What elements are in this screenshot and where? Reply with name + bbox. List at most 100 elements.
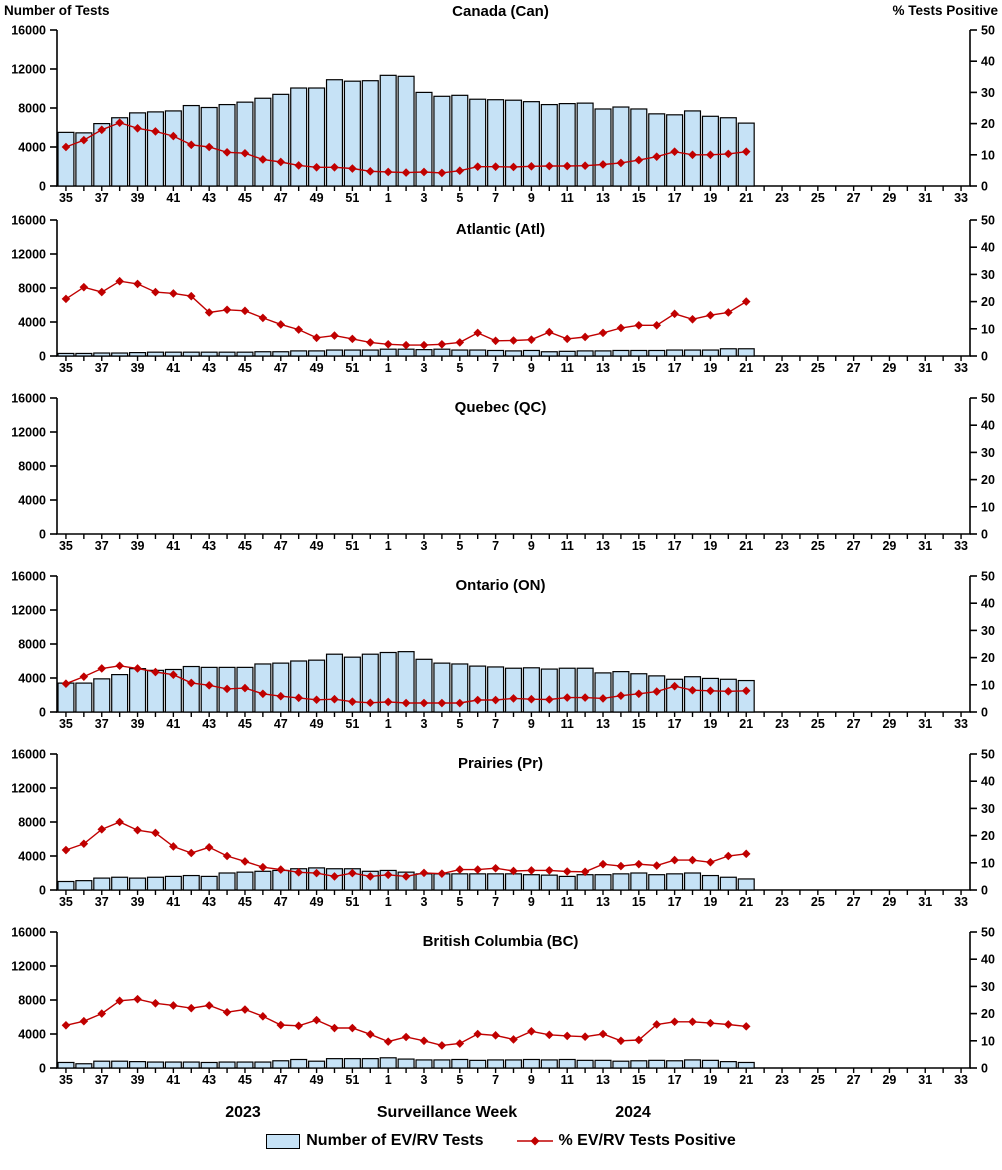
svg-text:29: 29 bbox=[882, 1073, 896, 1087]
svg-text:49: 49 bbox=[310, 1073, 324, 1087]
svg-text:7: 7 bbox=[492, 361, 499, 375]
svg-text:31: 31 bbox=[918, 717, 932, 731]
svg-text:37: 37 bbox=[95, 361, 109, 375]
svg-text:39: 39 bbox=[131, 191, 145, 205]
svg-text:39: 39 bbox=[131, 895, 145, 909]
svg-text:% Tests Positive: % Tests Positive bbox=[892, 3, 998, 18]
svg-text:11: 11 bbox=[561, 191, 574, 205]
svg-text:Canada (Can): Canada (Can) bbox=[452, 3, 549, 20]
panel-quebec: Quebec (QC) 0 4000 8000 12000 16000 0 10 20 30 40 5… bbox=[0, 390, 1002, 568]
legend: Number of EV/RV Tests % EV/RV Tests Posi… bbox=[0, 1132, 1002, 1150]
svg-text:10: 10 bbox=[981, 322, 995, 336]
panel-atlantic: Atlantic (Atl) 0 4000 8000 12000 16000 0 10 20 30… bbox=[0, 212, 1002, 390]
svg-text:37: 37 bbox=[95, 539, 109, 553]
svg-text:9: 9 bbox=[528, 1073, 535, 1087]
svg-text:50: 50 bbox=[981, 214, 995, 228]
svg-text:35: 35 bbox=[59, 895, 73, 909]
svg-text:21: 21 bbox=[739, 191, 753, 205]
svg-text:5: 5 bbox=[456, 361, 463, 375]
svg-text:40: 40 bbox=[981, 953, 995, 967]
svg-text:37: 37 bbox=[95, 1073, 109, 1087]
svg-text:3: 3 bbox=[421, 361, 428, 375]
svg-text:21: 21 bbox=[739, 539, 753, 553]
svg-text:8000: 8000 bbox=[18, 638, 46, 652]
legend-line-swatch-icon bbox=[517, 1136, 554, 1146]
svg-text:8000: 8000 bbox=[18, 816, 46, 830]
svg-text:16000: 16000 bbox=[11, 570, 46, 584]
svg-text:13: 13 bbox=[596, 717, 610, 731]
svg-text:1: 1 bbox=[385, 191, 392, 205]
svg-text:13: 13 bbox=[596, 361, 610, 375]
svg-text:47: 47 bbox=[274, 895, 288, 909]
svg-text:51: 51 bbox=[345, 1073, 359, 1087]
svg-text:0: 0 bbox=[981, 1062, 988, 1076]
svg-text:17: 17 bbox=[668, 1073, 682, 1087]
svg-text:Ontario (ON): Ontario (ON) bbox=[456, 577, 546, 594]
svg-text:50: 50 bbox=[981, 570, 995, 584]
svg-text:45: 45 bbox=[238, 1073, 252, 1087]
svg-text:43: 43 bbox=[202, 361, 216, 375]
svg-text:16000: 16000 bbox=[11, 392, 46, 406]
svg-text:41: 41 bbox=[166, 895, 180, 909]
panel-prairies: Prairies (Pr) 0 4000 8000 12000 16000 0 10 20 30 4… bbox=[0, 746, 1002, 924]
panel-british-columbia: British Columbia (BC) 0 4000 8000 12000 16000… bbox=[0, 924, 1002, 1102]
svg-text:19: 19 bbox=[703, 717, 717, 731]
svg-text:4000: 4000 bbox=[18, 494, 46, 508]
svg-text:20: 20 bbox=[981, 651, 995, 665]
svg-text:39: 39 bbox=[131, 1073, 145, 1087]
svg-text:40: 40 bbox=[981, 241, 995, 255]
chart-quebec: Quebec (QC) 0 4000 8000 12000 16000 0 10 20 30 40 5… bbox=[11, 392, 995, 554]
svg-text:47: 47 bbox=[274, 539, 288, 553]
legend-item-percent: % EV/RV Tests Positive bbox=[517, 1132, 736, 1150]
svg-text:31: 31 bbox=[918, 361, 932, 375]
svg-text:30: 30 bbox=[981, 980, 995, 994]
svg-text:20: 20 bbox=[981, 1007, 995, 1021]
svg-text:37: 37 bbox=[95, 191, 109, 205]
svg-text:12000: 12000 bbox=[11, 248, 46, 262]
svg-text:39: 39 bbox=[131, 539, 145, 553]
svg-text:49: 49 bbox=[310, 361, 324, 375]
svg-text:10: 10 bbox=[981, 500, 995, 514]
svg-text:50: 50 bbox=[981, 392, 995, 406]
svg-text:10: 10 bbox=[981, 678, 995, 692]
svg-text:5: 5 bbox=[456, 191, 463, 205]
svg-text:1: 1 bbox=[385, 1073, 392, 1087]
svg-text:0: 0 bbox=[39, 528, 46, 542]
svg-text:12000: 12000 bbox=[11, 604, 46, 618]
svg-text:15: 15 bbox=[632, 895, 646, 909]
svg-text:12000: 12000 bbox=[11, 426, 46, 440]
svg-text:15: 15 bbox=[632, 361, 646, 375]
svg-text:20: 20 bbox=[981, 295, 995, 309]
svg-text:13: 13 bbox=[596, 191, 610, 205]
svg-text:45: 45 bbox=[238, 539, 252, 553]
svg-text:29: 29 bbox=[882, 717, 896, 731]
svg-text:10: 10 bbox=[981, 148, 995, 162]
svg-text:35: 35 bbox=[59, 1073, 73, 1087]
svg-text:12000: 12000 bbox=[11, 960, 46, 974]
svg-text:41: 41 bbox=[166, 191, 180, 205]
legend-line-label: % EV/RV Tests Positive bbox=[558, 1132, 736, 1149]
svg-text:43: 43 bbox=[202, 1073, 216, 1087]
svg-text:20: 20 bbox=[981, 117, 995, 131]
svg-text:7: 7 bbox=[492, 191, 499, 205]
chart-canada: Number of Tests % Tests Positive Canada (C… bbox=[4, 3, 998, 205]
svg-text:0: 0 bbox=[981, 528, 988, 542]
svg-text:30: 30 bbox=[981, 446, 995, 460]
svg-text:29: 29 bbox=[882, 361, 896, 375]
svg-text:9: 9 bbox=[528, 895, 535, 909]
svg-text:37: 37 bbox=[95, 717, 109, 731]
svg-text:1: 1 bbox=[385, 539, 392, 553]
svg-text:15: 15 bbox=[632, 191, 646, 205]
svg-text:30: 30 bbox=[981, 802, 995, 816]
svg-text:0: 0 bbox=[39, 180, 46, 194]
svg-text:0: 0 bbox=[39, 1062, 46, 1076]
svg-text:17: 17 bbox=[668, 191, 682, 205]
svg-text:0: 0 bbox=[981, 706, 988, 720]
svg-text:17: 17 bbox=[668, 361, 682, 375]
svg-text:23: 23 bbox=[775, 895, 789, 909]
svg-text:21: 21 bbox=[739, 895, 753, 909]
svg-text:19: 19 bbox=[703, 895, 717, 909]
svg-text:27: 27 bbox=[847, 191, 861, 205]
svg-text:0: 0 bbox=[981, 350, 988, 364]
